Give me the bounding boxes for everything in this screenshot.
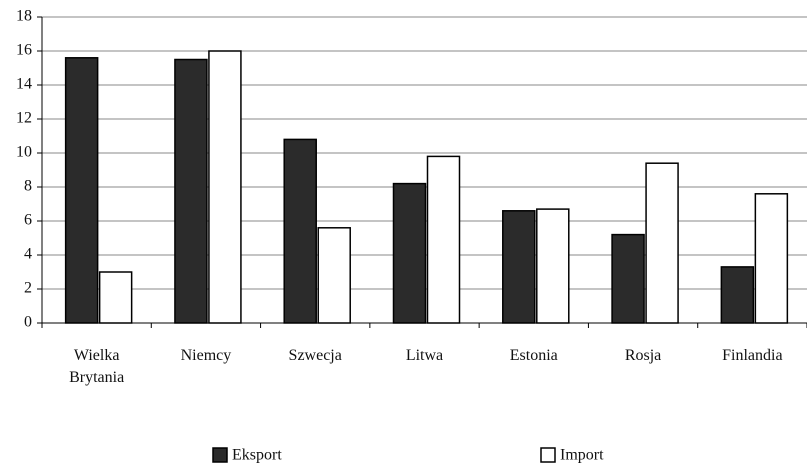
bar	[502, 210, 536, 324]
y-tick-label: 16	[16, 42, 32, 59]
bar	[174, 58, 208, 324]
legend-swatch	[212, 447, 228, 463]
bar	[720, 266, 755, 324]
y-tick-label: 14	[16, 76, 32, 93]
legend-label: Import	[560, 447, 604, 464]
bar	[536, 208, 570, 324]
bar	[754, 193, 789, 324]
x-tick-label: Szwecja	[288, 347, 342, 364]
bar	[98, 271, 133, 324]
bar	[208, 50, 242, 324]
bar	[283, 138, 317, 324]
bar	[645, 162, 679, 324]
bar	[392, 182, 427, 324]
y-tick-label: 0	[24, 314, 32, 331]
x-tick-label: Litwa	[405, 347, 444, 364]
x-tick-label: Wielka Brytania	[69, 347, 125, 386]
y-tick-label: 18	[16, 8, 32, 25]
x-tick-label: Finlandia	[722, 347, 783, 364]
y-tick-label: 8	[24, 178, 32, 195]
y-tick-label: 10	[16, 144, 32, 161]
bar	[64, 57, 99, 324]
x-tick-label: Estonia	[509, 347, 558, 364]
bar	[317, 227, 351, 324]
legend-swatch	[540, 447, 556, 463]
y-tick-label: 4	[24, 246, 32, 263]
bar	[426, 155, 461, 324]
x-tick-label: Niemcy	[180, 347, 232, 364]
y-tick-label: 2	[24, 280, 32, 297]
y-tick-label: 6	[24, 212, 32, 229]
legend-label: Eksport	[232, 447, 282, 464]
y-tick-label: 12	[16, 110, 32, 127]
bar	[611, 233, 645, 324]
x-tick-label: Rosja	[624, 347, 662, 364]
